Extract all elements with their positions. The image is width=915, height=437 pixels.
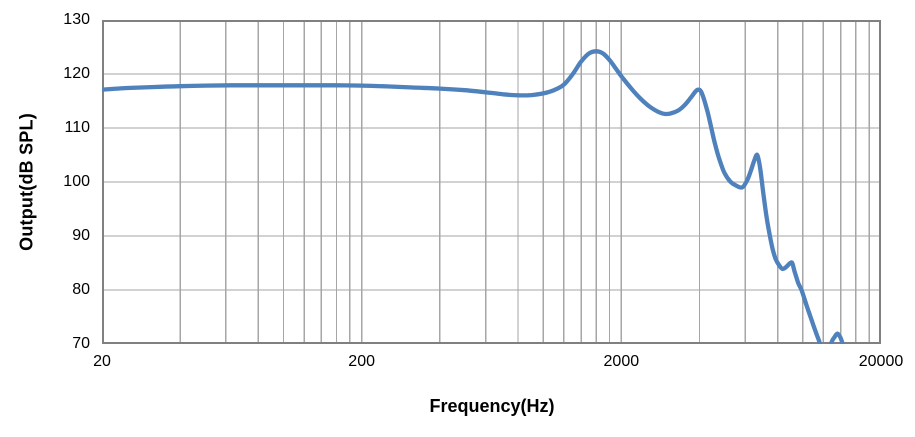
x-tick-label: 20 xyxy=(93,353,111,370)
y-tick-label: 130 xyxy=(63,11,90,28)
y-tick-label: 70 xyxy=(72,335,90,352)
plot-area xyxy=(102,20,881,344)
y-tick-label: 80 xyxy=(72,281,90,298)
response-curve xyxy=(102,49,845,344)
x-tick-label: 200 xyxy=(348,353,376,370)
y-tick-label: 90 xyxy=(72,227,90,244)
y-tick-label: 100 xyxy=(63,173,90,190)
y-tick-label: 110 xyxy=(64,119,90,136)
x-axis-title: Frequency(Hz) xyxy=(429,396,555,416)
x-tick-label: 20000 xyxy=(858,353,904,370)
x-tick-label: 2000 xyxy=(603,353,640,370)
y-tick-label: 120 xyxy=(63,65,90,82)
plot-border xyxy=(102,20,881,344)
